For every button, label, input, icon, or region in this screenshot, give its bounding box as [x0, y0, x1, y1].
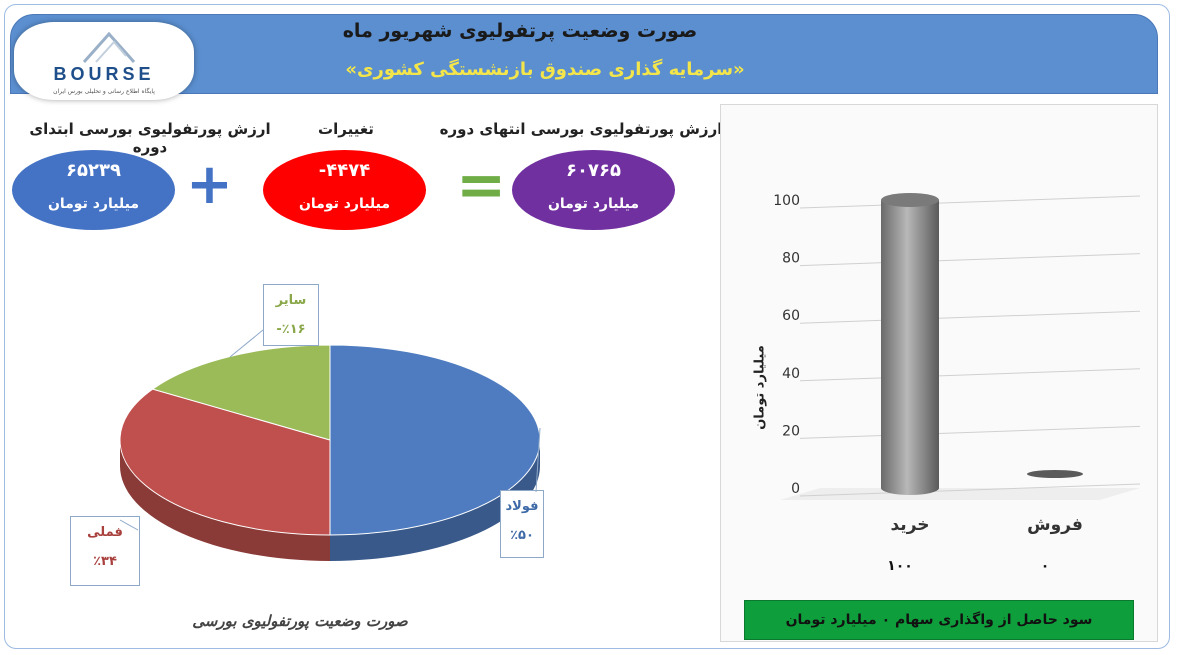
data-label-0: ۱۰۰: [887, 558, 913, 574]
y-gridline-3: [799, 310, 1141, 324]
end-value: ۶۰۷۶۵: [566, 160, 621, 181]
x-tick-label-0: خرید: [890, 515, 929, 535]
sale-profit-box: سود حاصل از واگذاری سهام ۰ میلیارد تومان: [744, 600, 1134, 640]
slice-value-fameli: ٪۳۴: [93, 554, 117, 569]
page-subtitle: «سرمایه گذاری صندوق بازنشستگی کشوری»: [345, 59, 745, 80]
start-value-label: ارزش پورتفولیوی بورسی ابتدای دوره: [29, 120, 271, 156]
y-gridline-4: [799, 253, 1141, 267]
y-tick-label-4: 80: [782, 251, 800, 267]
end-value-label: ارزش پورتفولیوی بورسی انتهای دوره: [439, 120, 723, 138]
y-tick-label-3: 60: [782, 308, 800, 324]
equals-sign: =: [456, 150, 507, 220]
bourse-logo: BOURSE پایگاه اطلاع رسانی و تحلیلی بورس …: [14, 22, 194, 100]
header-banner: [10, 14, 1158, 94]
end-value-badge: ۶۰۷۶۵ میلیارد تومان: [512, 150, 675, 230]
bar-cap-0: [881, 193, 939, 207]
end-unit: میلیارد تومان: [547, 196, 640, 212]
y-gridline-2: [799, 368, 1141, 382]
data-label-1: ۰: [1041, 558, 1050, 574]
slice-callout-other: سایر ٪۱۶-: [263, 284, 319, 346]
change-label: تغییرات: [318, 120, 374, 138]
pie-side-0-0: [330, 440, 540, 561]
start-value-badge: ۶۵۲۳۹ میلیارد تومان: [12, 150, 175, 230]
y-tick-label-1: 20: [782, 423, 800, 439]
y-gridline-1: [799, 425, 1141, 439]
slice-callout-fameli: فملی ٪۳۴: [70, 516, 140, 586]
change-value: -۴۴۷۴: [318, 160, 371, 181]
bar-chart: 0 20 40 60 80 100 خرید ۱۰۰ فروش ۰: [773, 193, 1141, 574]
bar-chart-ylabel: میلیارد تومان: [752, 345, 768, 430]
pie-chart: [119, 344, 541, 561]
change-unit: میلیارد تومان: [298, 196, 391, 212]
bar-chart-floor: [780, 488, 1140, 500]
start-value: ۶۵۲۳۹: [66, 160, 121, 181]
y-tick-label-5: 100: [773, 193, 800, 209]
bar-0: [881, 200, 939, 495]
y-tick-label-0: 0: [791, 481, 800, 497]
y-gridline-0: [799, 483, 1141, 497]
pie-side-1-0: [120, 440, 330, 561]
y-tick-label-2: 40: [782, 366, 800, 382]
x-tick-label-1: فروش: [1027, 515, 1083, 535]
logo-mark-icon: [82, 31, 136, 63]
outer-frame: [4, 4, 1170, 649]
pie-slice-0: [329, 344, 541, 536]
logo-text: BOURSE: [53, 64, 155, 84]
logo-caption: پایگاه اطلاع رسانی و تحلیلی بورس ایران: [53, 88, 155, 95]
y-gridline-5: [799, 195, 1141, 209]
slice-value-foolad: ٪۵۰: [510, 528, 534, 543]
page-title: صورت وضعیت پرتفولیوی شهریور ماه: [342, 20, 698, 42]
slice-label-other: سایر: [275, 293, 307, 308]
pie-slice-1: [119, 388, 331, 536]
bar-1: [1027, 470, 1083, 478]
plus-sign: +: [186, 152, 233, 217]
start-unit: میلیارد تومان: [47, 196, 140, 212]
slice-label-foolad: فولاد: [505, 499, 539, 514]
slice-callout-foolad: فولاد ٪۵۰: [500, 490, 544, 558]
slice-value-other: ٪۱۶-: [276, 322, 306, 337]
pie-chart-title: صورت وضعیت پورتفولیوی بورسی: [192, 612, 408, 630]
change-value-badge: -۴۴۷۴ میلیارد تومان: [263, 150, 426, 230]
slice-label-fameli: فملی: [87, 525, 123, 540]
